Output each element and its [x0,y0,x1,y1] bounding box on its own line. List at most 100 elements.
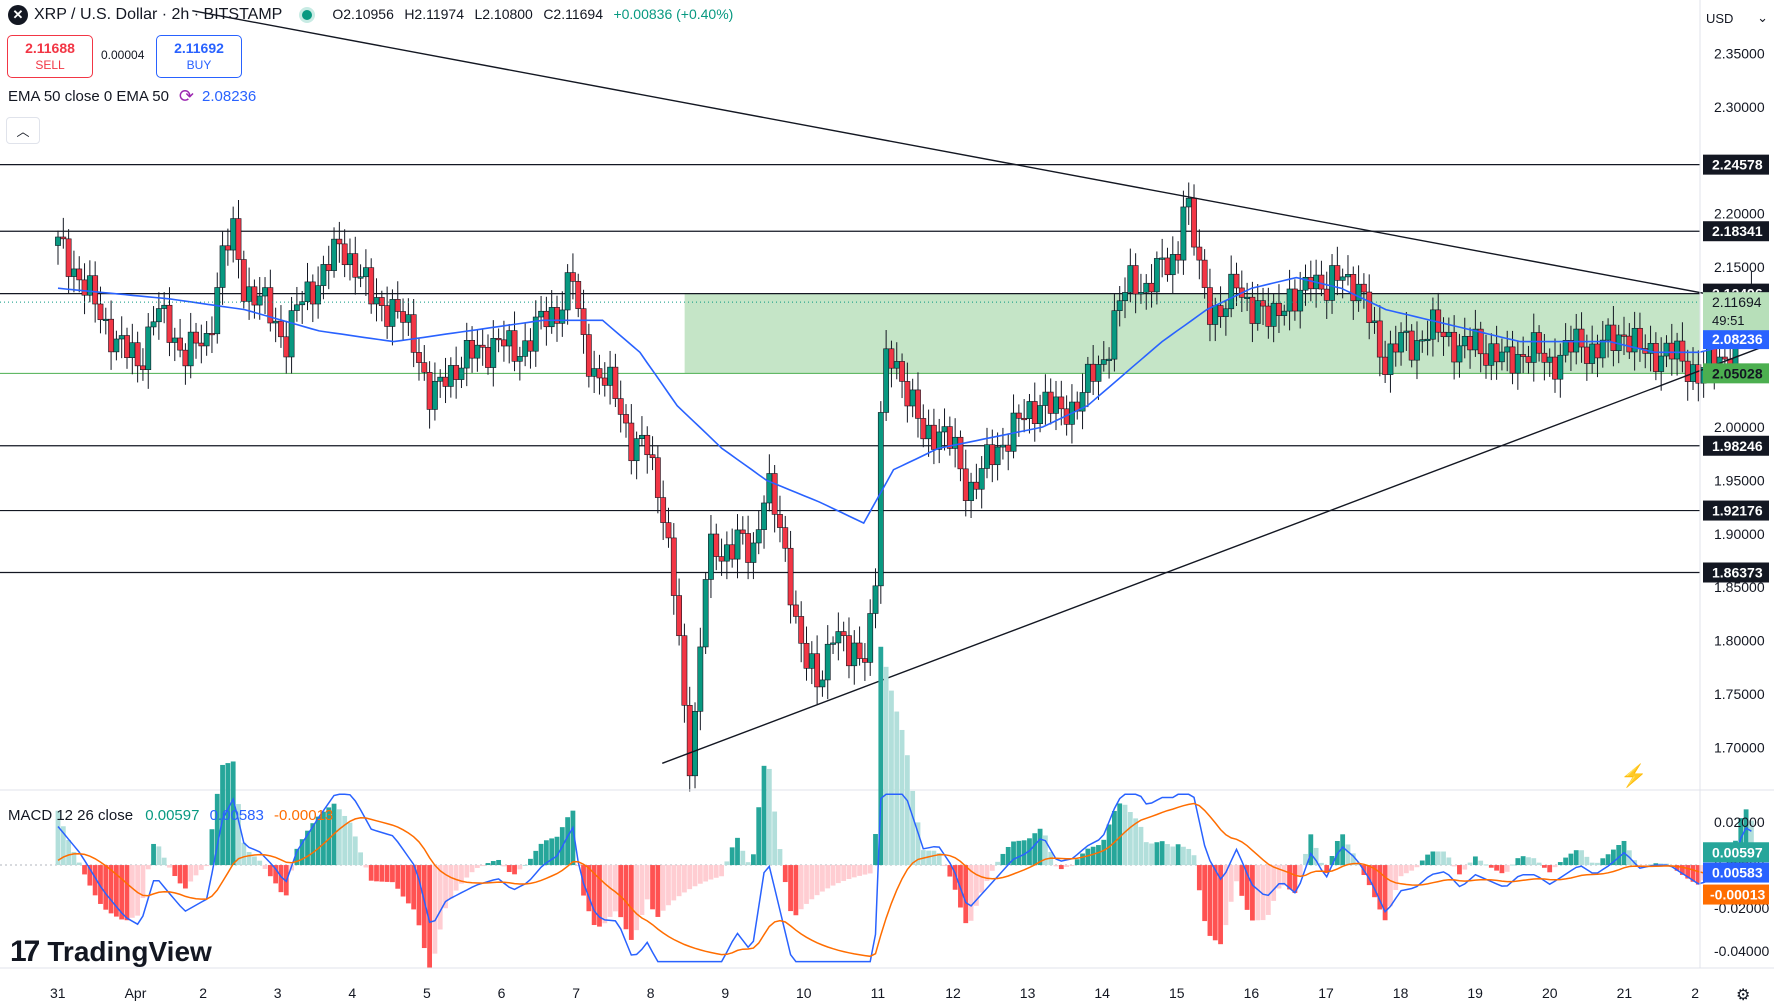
refresh-icon[interactable]: ⟳ [178,86,195,106]
candle-up [734,529,741,560]
price-tick-label: 2.35000 [1714,45,1765,61]
macd-histogram-bar [1541,865,1547,868]
candle-down [1031,401,1038,425]
macd-histogram-bar [1547,865,1553,873]
candle-up [835,631,842,644]
macd-histogram-bar [1244,865,1250,910]
macd-line-value: 0.00583 [209,807,264,824]
lightning-icon[interactable]: ⚡ [1620,763,1648,788]
macd-histogram-bar [1499,865,1505,874]
macd-histogram-bar [1584,856,1590,866]
macd-histogram-bar [963,865,969,924]
buy-button[interactable]: 2.11692 BUY [156,35,242,78]
tradingview-logo[interactable]: 17 TradingView [10,935,212,969]
candle-down [1249,296,1256,324]
candle-down [283,336,290,358]
macd-histogram-bar [151,843,156,866]
time-tick-label: 16 [1244,985,1260,1001]
candle-down [479,344,486,348]
level-badge-0: 2.24578 [1712,157,1763,173]
candle-down [65,238,72,277]
candle-down [124,335,130,358]
candle-down [421,362,428,373]
macd-histogram-bar [1743,809,1749,866]
macd-legend[interactable]: MACD 12 26 close 0.00597 0.00583 -0.0001… [8,807,333,824]
candle-down [209,333,215,336]
macd-histogram-bar [979,865,985,893]
candle-up [1403,330,1410,333]
macd-histogram-bar [618,865,624,918]
macd-histogram-bar [1005,846,1011,866]
candle-up [1599,339,1606,359]
macd-histogram-bar [671,865,677,901]
ema-legend[interactable]: EMA 50 close 0 EMA 50 ⟳ 2.08236 [8,86,256,107]
candle-up [458,367,465,380]
candle-up [723,544,730,562]
sell-button[interactable]: 2.11688 SELL [7,35,93,78]
candle-up [1297,289,1304,312]
collapse-legend-button[interactable]: ︿ [6,117,40,144]
macd-histogram-bar [299,839,305,866]
macd-histogram-bar [968,865,974,921]
candle-up [692,711,698,777]
candle-up [1212,305,1219,325]
macd-histogram-bar [1589,862,1595,866]
candle-down [962,468,969,501]
macd-histogram-bar [1064,865,1070,867]
candle-up [1414,340,1420,361]
macd-histogram-bar [687,865,693,890]
macd-histogram-bar [1281,865,1287,886]
candle-down [1483,353,1489,366]
macd-histogram-bar [1616,845,1622,866]
symbol-title[interactable]: XRP / U.S. Dollar · 2h · BITSTAMP [34,6,283,23]
candle-down [410,314,417,353]
macd-histogram-bar [1462,865,1468,870]
macd-histogram-bar [995,861,1001,866]
candle-down [352,253,359,278]
candle-up [320,264,327,286]
candle-down [888,348,895,369]
candle-up [272,320,279,324]
candle-up [86,275,93,296]
candle-up [1573,328,1580,353]
macd-histogram-bar [634,865,640,931]
candle-up [819,679,826,688]
price-tick-label: 1.90000 [1714,526,1765,542]
candle-down [1291,288,1298,312]
candle-up [1116,300,1123,311]
macd-histogram-bar [841,865,847,881]
macd-histogram-bar [82,865,87,875]
candle-up [607,366,613,386]
macd-histogram-bar [1552,865,1558,868]
candle-up [1663,342,1670,357]
candle-down [1392,343,1399,353]
candle-up [766,473,773,504]
candle-down [1015,412,1022,419]
macd-histogram-bar [1446,857,1452,866]
macd-histogram-bar [1111,810,1117,866]
macd-histogram-bar [597,865,602,927]
macd-histogram-bar [108,865,114,914]
candle-up [1180,206,1187,261]
candle-down [1196,246,1203,261]
settings-gear-icon[interactable]: ⚙ [1736,987,1751,1004]
macd-histogram-bar [1313,847,1319,866]
macd-histogram-bar [942,865,947,867]
candle-up [1430,309,1436,340]
time-tick-label: 12 [945,985,961,1001]
macd-histogram-bar [788,865,793,912]
currency-select[interactable]: USD ⌄ [1706,6,1768,30]
macd-histogram-bar [682,865,687,893]
candle-up [1546,356,1553,363]
candle-up [516,356,523,362]
candle-down [628,422,635,462]
ohlc-close: C2.11694 [543,6,603,22]
candle-down [1679,340,1686,362]
macd-histogram-bar [745,862,751,866]
macd-histogram-bar [846,865,852,880]
macd-histogram-bar [947,865,953,877]
macd-histogram-bar [825,865,831,889]
macd-histogram-bar [1324,865,1330,874]
macd-histogram-bar [1250,865,1255,921]
